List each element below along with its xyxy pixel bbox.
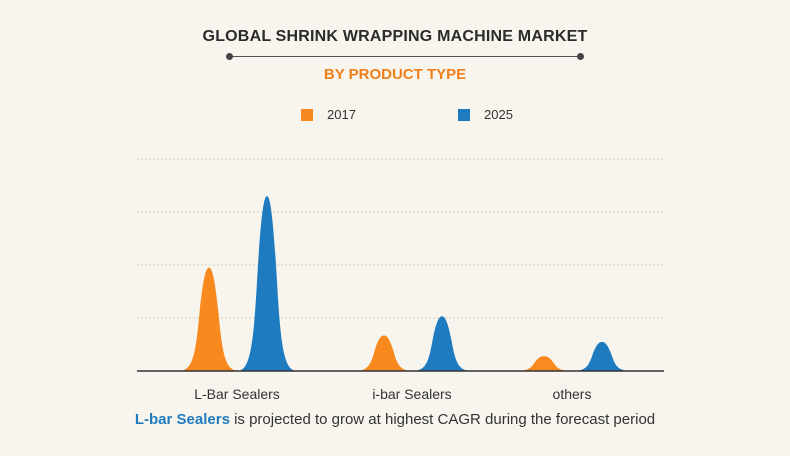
legend-label-2025: 2025 [484,107,513,122]
legend-item-2025: 2025 [458,107,513,122]
chart-subtitle: BY PRODUCT TYPE [323,66,467,83]
peak-2025-1 [237,196,297,371]
legend-swatch-2017 [301,108,313,121]
chart-title: GLOBAL SHRINK WRAPPING MACHINE MARKET [202,28,588,45]
x-tick-label: i-bar Sealers [372,386,451,402]
peak-2017-1 [179,267,239,371]
legend-swatch-2025 [458,108,470,121]
title-divider [228,56,582,57]
peak-2017-3 [514,356,574,371]
x-tick-label: others [553,386,592,402]
legend-item-2017: 2017 [301,107,356,122]
footnote: L-bar Sealers is projected to grow at hi… [0,411,790,428]
peak-2025-2 [412,316,472,371]
divider-dot-right [577,53,584,60]
x-tick-label: L-Bar Sealers [194,386,280,402]
divider-dot-left [226,53,233,60]
footnote-highlight: L-bar Sealers [134,411,230,428]
peak-2025-3 [572,341,632,371]
legend-label-2017: 2017 [327,107,356,122]
peak-2017-2 [354,335,414,371]
footnote-text: is projected to grow at highest CAGR dur… [229,411,656,428]
